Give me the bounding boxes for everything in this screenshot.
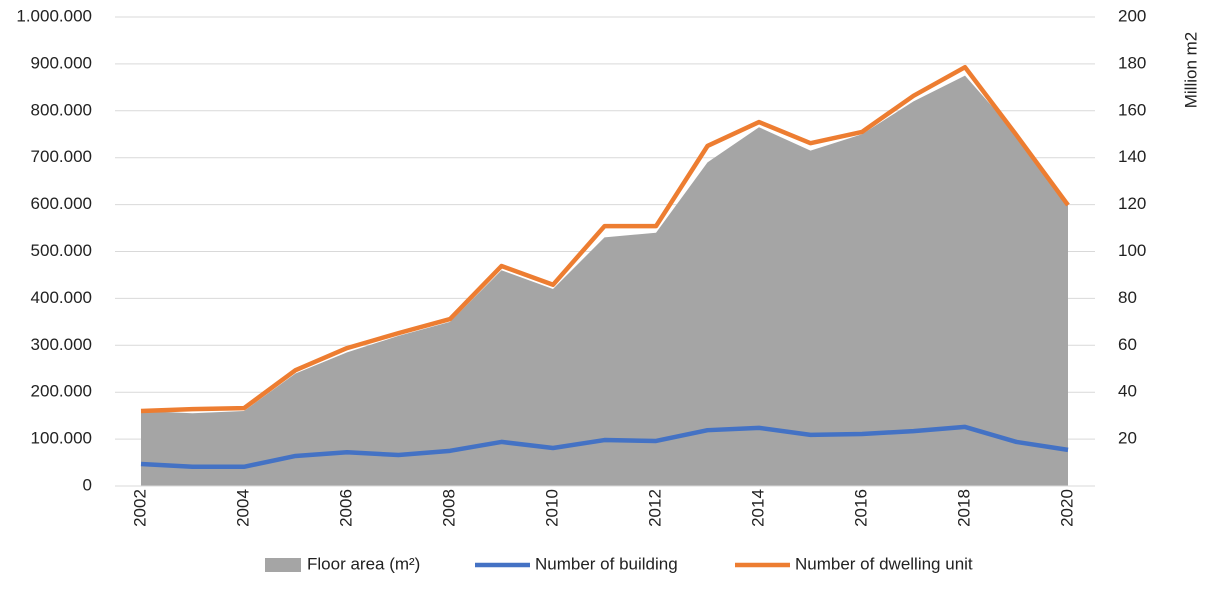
x-tick-label: 2010: [542, 489, 561, 527]
y2-tick-label: 140: [1118, 147, 1146, 166]
legend-label: Floor area (m²): [307, 554, 420, 573]
y-tick-label: 600.000: [31, 194, 92, 213]
y-tick-label: 400.000: [31, 288, 92, 307]
y2-tick-label: 80: [1118, 288, 1137, 307]
y2-tick-label: 20: [1118, 429, 1137, 448]
y-tick-label: 100.000: [31, 429, 92, 448]
legend-label: Number of building: [535, 554, 678, 573]
y-tick-label: 700.000: [31, 147, 92, 166]
y2-tick-label: 200: [1118, 6, 1146, 25]
y2-tick-label: 60: [1118, 335, 1137, 354]
y-tick-label: 300.000: [31, 335, 92, 354]
x-tick-label: 2004: [233, 489, 252, 527]
area: [141, 75, 1068, 486]
legend-label: Number of dwelling unit: [795, 554, 973, 573]
y-tick-label: 1.000.000: [16, 6, 92, 25]
x-tick-label: 2014: [748, 489, 767, 527]
y-tick-label: 900.000: [31, 53, 92, 72]
x-tick-label: 2006: [336, 489, 355, 527]
y2-tick-label: 180: [1118, 53, 1146, 72]
y2-tick-label: 100: [1118, 241, 1146, 260]
x-tick-label: 2018: [954, 489, 973, 527]
line: [140, 424, 1069, 470]
y2-tick-label: 160: [1118, 100, 1146, 119]
y-tick-label: 200.000: [31, 382, 92, 401]
y-tick-label: 0: [83, 475, 92, 494]
y2-tick-label: 120: [1118, 194, 1146, 213]
x-tick-label: 2012: [645, 489, 664, 527]
y-tick-label: 500.000: [31, 241, 92, 260]
x-tick-label: 2008: [439, 489, 458, 527]
legend-swatch: [265, 558, 301, 572]
y-tick-label: 800.000: [31, 100, 92, 119]
y2-tick-label: 40: [1118, 382, 1137, 401]
x-tick-label: 2020: [1057, 489, 1076, 527]
line: [140, 64, 1070, 414]
y2-axis-label: Million m2: [1181, 32, 1200, 109]
x-tick-label: 2002: [130, 489, 149, 527]
x-tick-label: 2016: [851, 489, 870, 527]
